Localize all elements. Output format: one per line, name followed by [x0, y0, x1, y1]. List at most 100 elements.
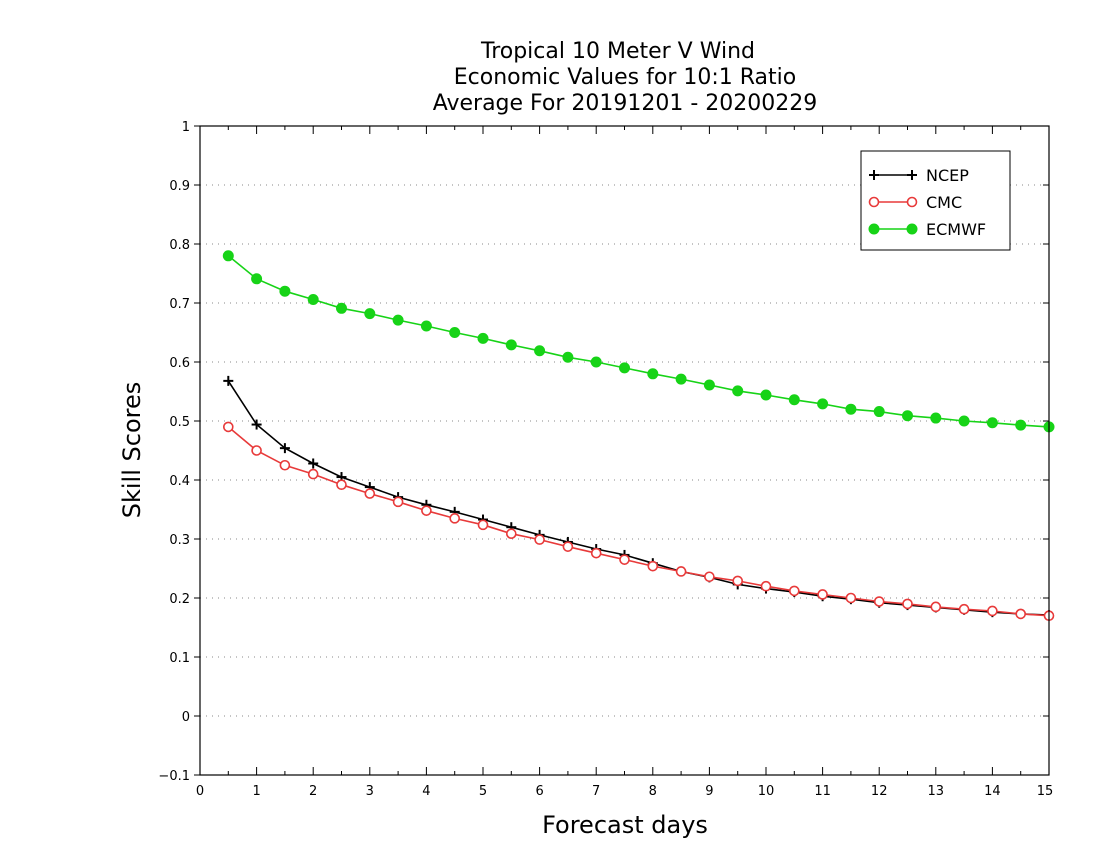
data-point-ncep — [308, 458, 319, 469]
data-point-cmc — [902, 598, 913, 610]
y-axis-title: Skill Scores — [118, 382, 146, 519]
data-point-cmc — [336, 479, 347, 491]
legend-item-ncep: NCEP — [869, 166, 969, 185]
data-point-cmc — [619, 554, 630, 565]
axis-ticks: −0.100.10.20.30.40.50.60.70.80.910 1 2 3 4 5 6… — [158, 120, 1053, 799]
x-tick-label: 9 — [705, 784, 713, 799]
data-point-ncep — [279, 443, 290, 454]
data-point-ecmwf — [251, 273, 263, 285]
data-point-ecmwf — [392, 314, 404, 326]
legend-item-cmc: CMC — [868, 193, 962, 212]
legend-label-ecmwf: ECMWF — [926, 220, 986, 239]
data-point-cmc — [449, 513, 461, 524]
chart-title-line-2: Economic Values for 10:1 Ratio — [454, 65, 796, 90]
y-tick-label: 0 — [182, 710, 190, 725]
x-tick-label: 6 — [535, 784, 543, 799]
data-point-cmc — [675, 566, 687, 577]
data-point-cmc — [704, 571, 715, 583]
data-point-ecmwf — [477, 332, 489, 344]
data-point-cmc — [562, 541, 574, 552]
x-tick-label: 12 — [871, 784, 888, 799]
data-point-cmc — [505, 528, 517, 539]
y-tick-label: 0.4 — [169, 474, 190, 489]
data-point-cmc — [223, 421, 234, 433]
data-point-cmc — [590, 547, 602, 559]
data-point-ecmwf — [222, 250, 234, 262]
data-point-ecmwf — [420, 320, 432, 332]
y-tick-label: 1 — [182, 120, 190, 135]
data-point-cmc — [732, 575, 744, 587]
data-point-ecmwf — [449, 327, 461, 338]
data-point-ecmwf — [279, 285, 291, 297]
x-tick-label: 14 — [984, 784, 1001, 799]
data-point-ecmwf — [336, 302, 347, 314]
data-point-ecmwf — [986, 417, 998, 429]
data-point-ecmwf — [958, 415, 970, 427]
y-tick-label: 0.7 — [169, 297, 190, 312]
data-series — [222, 250, 1055, 622]
legend-marker-ncep — [907, 170, 917, 180]
x-tick-label: 15 — [1037, 784, 1054, 799]
legend-label-ncep: NCEP — [926, 166, 969, 185]
data-point-cmc — [873, 596, 885, 607]
series-line-cmc — [227, 426, 1050, 617]
data-point-ecmwf — [364, 308, 376, 320]
data-point-ecmwf — [307, 293, 319, 305]
data-point-ecmwf — [1015, 419, 1027, 431]
legend-label-cmc: CMC — [926, 193, 962, 212]
legend-box — [860, 150, 1011, 251]
y-tick-label: 0.5 — [169, 415, 190, 430]
x-tick-label: 2 — [309, 784, 317, 799]
data-point-cmc — [958, 603, 970, 615]
data-point-cmc — [364, 488, 376, 499]
y-tick-label: 0.3 — [169, 533, 190, 548]
data-point-ecmwf — [873, 406, 885, 418]
x-tick-label: 1 — [252, 784, 260, 799]
y-tick-label: 0.6 — [169, 356, 190, 371]
x-tick-label: 7 — [592, 784, 600, 799]
legend: NCEP CMC ECMWF — [860, 150, 1011, 251]
data-point-ecmwf — [930, 412, 942, 424]
x-tick-label: 10 — [758, 784, 775, 799]
series-line-ncep — [227, 380, 1050, 616]
y-tick-label: 0.2 — [169, 592, 190, 607]
legend-marker-cmc — [906, 196, 918, 208]
data-point-cmc — [392, 496, 404, 508]
data-point-cmc — [307, 468, 319, 480]
series-ncep — [223, 375, 1054, 621]
data-point-cmc — [987, 605, 998, 617]
data-point-ncep — [223, 375, 234, 386]
data-point-cmc — [421, 505, 432, 516]
data-point-ecmwf — [845, 403, 857, 415]
data-point-cmc — [760, 580, 772, 592]
data-point-cmc — [788, 585, 800, 597]
data-point-cmc — [647, 560, 659, 572]
y-tick-label: 0.1 — [169, 651, 190, 666]
data-point-cmc — [251, 445, 262, 456]
series-ecmwf — [222, 250, 1055, 433]
x-tick-label: 0 — [196, 784, 204, 799]
data-point-ecmwf — [902, 410, 913, 422]
series-cmc — [223, 421, 1055, 622]
data-point-cmc — [477, 519, 489, 531]
data-point-ecmwf — [562, 351, 574, 363]
data-point-ecmwf — [732, 385, 744, 397]
chart-title-line-1: Tropical 10 Meter V Wind — [480, 39, 755, 64]
data-point-ecmwf — [675, 373, 687, 385]
data-point-ecmwf — [619, 362, 630, 374]
grid-lines — [200, 184, 1049, 717]
legend-marker-ncep — [869, 170, 879, 180]
chart-title-line-3: Average For 20191201 - 20200229 — [433, 91, 818, 116]
data-point-ecmwf — [534, 345, 546, 357]
data-point-ecmwf — [703, 379, 715, 391]
x-tick-label: 11 — [814, 784, 831, 799]
x-tick-label: 13 — [928, 784, 945, 799]
x-axis-title: Forecast days — [542, 811, 708, 839]
data-point-ncep — [251, 419, 262, 430]
plot-area-frame — [199, 125, 1050, 776]
data-point-cmc — [1015, 608, 1027, 620]
y-tick-label: −0.1 — [158, 769, 190, 784]
x-tick-label: 5 — [479, 784, 487, 799]
data-point-cmc — [279, 459, 291, 471]
